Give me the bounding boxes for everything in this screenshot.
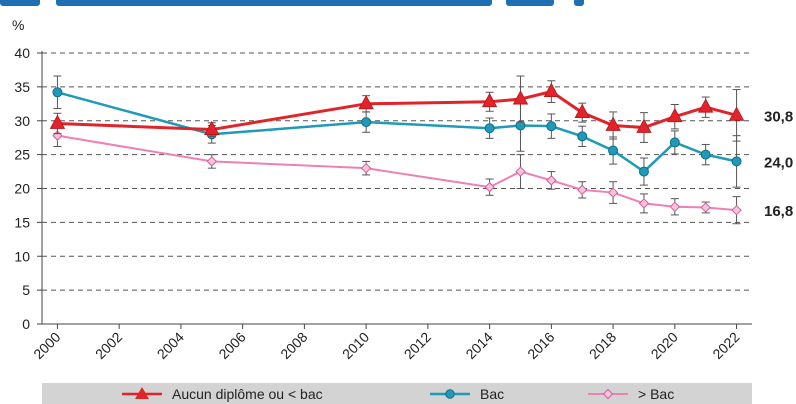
legend-swatch-aucun-diplome [122,387,162,399]
title-bar-remnant [0,0,796,8]
y-tick-label: 15 [14,214,30,230]
legend-item-plus-bac: > Bac [586,383,674,404]
marker-circle [577,131,588,142]
x-tick-label: 2002 [92,329,125,362]
marker-triangle [204,120,220,135]
x-tick-label: 2004 [154,329,187,362]
marker-diamond [360,162,372,174]
marker-diamond [638,198,650,209]
marker-circle [700,149,711,160]
legend-item-aucun-diplome: Aucun diplôme ou < bac [120,383,323,404]
x-tick-label: 2022 [709,329,742,362]
series-0 [49,75,745,143]
marker-triangle [728,106,745,121]
end-value-label: 30,8 [764,108,793,125]
legend-label-aucun-diplome: Aucun diplôme ou < bac [172,385,323,402]
legend-label-bac: Bac [480,385,505,402]
x-tick-label: 2016 [524,329,557,362]
y-axis-unit-label: % [12,17,24,33]
marker-circle [52,87,63,98]
y-tick-label: 10 [14,248,30,264]
marker-triangle [667,107,683,123]
x-tick-label: 2012 [401,329,434,362]
series-line [57,91,737,173]
marker-diamond [577,184,588,196]
marker-circle [731,156,742,167]
legend-label-plus-bac: > Bac [638,385,675,402]
marker-diamond [546,175,557,186]
marker-triangle [574,103,590,119]
x-tick-label: 2010 [339,329,372,362]
marker-diamond [731,204,742,216]
series-line [57,134,737,212]
series-line [57,90,737,132]
marker-triangle [481,92,498,108]
marker-triangle [698,98,714,113]
y-tick-label: 0 [22,316,30,332]
marker-triangle [512,90,529,105]
marker-triangle [636,118,652,133]
marker-diamond [206,156,217,167]
legend-swatch-plus-bac [588,388,628,400]
marker-circle [546,121,557,132]
y-tick-label: 20 [14,181,30,197]
y-tick-label: 30 [14,113,30,129]
x-tick-label: 2000 [30,329,63,362]
marker-diamond [607,187,619,198]
marker-diamond [515,166,526,177]
end-value-label: 16,8 [764,203,793,220]
series-2 [52,124,742,225]
legend-item-bac: Bac [428,383,504,404]
y-tick-label: 35 [14,79,30,95]
marker-triangle [543,82,560,98]
marker-circle [669,137,680,148]
marker-triangle [605,116,621,131]
plot-area: 0 5 10 15 20 25 30 35 40% 2000 2002 2004 2006 2008 201… [12,17,793,362]
y-tick-label: 40 [14,45,30,61]
x-tick-label: 2014 [462,329,495,362]
x-tick-label: 2018 [586,329,619,362]
end-value-label: 24,0 [764,154,793,171]
series-1 [52,75,742,188]
marker-diamond [484,181,495,193]
marker-diamond [669,201,681,212]
legend-swatch-bac [430,389,470,399]
marker-triangle [49,114,66,129]
marker-circle [638,166,649,177]
y-tick-label: 25 [14,147,30,163]
marker-circle [608,145,619,156]
legend: Aucun diplôme ou < bac Bac > Bac [42,383,752,404]
marker-diamond [700,202,711,213]
y-tick-label: 5 [22,282,30,298]
marker-circle [361,117,372,128]
x-tick-label: 2020 [648,329,681,362]
marker-triangle [358,94,374,110]
x-tick-label: 2008 [277,329,310,362]
x-tick-label: 2006 [215,329,248,362]
marker-circle [484,123,495,134]
